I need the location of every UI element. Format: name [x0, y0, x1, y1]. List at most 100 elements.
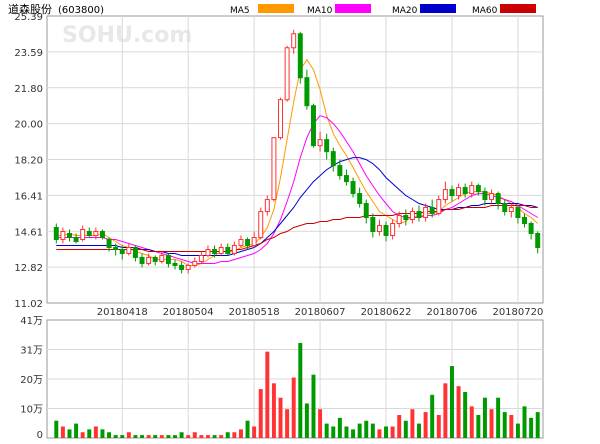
- volume-bar: [166, 435, 171, 438]
- candle: [192, 257, 198, 268]
- candle-body: [258, 211, 264, 238]
- candle: [231, 241, 237, 256]
- volume-bar: [344, 426, 349, 438]
- volume-bar: [225, 432, 230, 438]
- volume-bar: [522, 406, 527, 438]
- candle-body: [304, 77, 310, 107]
- candle-body: [482, 191, 488, 201]
- candle-body: [324, 139, 330, 153]
- candle-body: [80, 229, 86, 240]
- candle: [363, 199, 369, 224]
- candle: [370, 213, 376, 238]
- price-tick-label: 12.82: [14, 263, 43, 274]
- candle: [284, 45, 290, 102]
- date-tick-label: 20180622: [361, 307, 412, 318]
- candle-body: [284, 47, 290, 101]
- candle-body: [297, 33, 303, 79]
- volume-bar: [324, 423, 329, 438]
- candle: [330, 147, 336, 172]
- candle-body: [264, 199, 270, 213]
- volume-bar: [390, 426, 395, 438]
- volume-bar: [245, 420, 250, 438]
- volume-bar: [146, 435, 151, 438]
- date-tick-label: 20180418: [97, 307, 148, 318]
- candle: [495, 191, 501, 210]
- candle-body: [317, 139, 323, 147]
- candle: [482, 187, 488, 206]
- candle: [337, 159, 343, 180]
- volume-bar: [515, 423, 520, 438]
- price-tick-label: 14.61: [14, 227, 43, 238]
- volume-bar: [133, 435, 138, 438]
- candle-body: [251, 236, 257, 246]
- legend-swatch-ma10: [335, 4, 371, 13]
- date-tick-label: 20180518: [229, 307, 280, 318]
- volume-bar: [238, 429, 243, 438]
- price-tick-label: 11.02: [14, 299, 43, 310]
- candle-body: [429, 207, 435, 215]
- candle: [304, 69, 310, 110]
- candle: [535, 231, 541, 254]
- candle: [99, 229, 105, 240]
- ma-line-ma5: [56, 58, 539, 266]
- volume-bar: [179, 432, 184, 438]
- volume-bar: [449, 366, 454, 438]
- volume-tick-label: 31万: [20, 346, 43, 357]
- candlesticks: [53, 29, 541, 274]
- candle-body: [416, 211, 422, 219]
- legend-label-ma5: MA5: [230, 6, 250, 16]
- volume-bar: [252, 426, 257, 438]
- volume-bar: [54, 420, 59, 438]
- candle-body: [73, 236, 79, 242]
- candle-body: [409, 211, 415, 221]
- candle-body: [238, 238, 244, 246]
- volume-bar: [291, 377, 296, 438]
- volume-bar: [304, 403, 309, 438]
- volume-bar: [417, 423, 421, 438]
- candle-body: [218, 246, 224, 254]
- volume-bar: [192, 432, 197, 438]
- volume-bar: [496, 397, 501, 438]
- candle: [423, 203, 429, 222]
- candle: [475, 183, 481, 196]
- volume-bar: [126, 432, 131, 438]
- ma-line-ma20: [56, 157, 538, 256]
- volume-bar: [502, 412, 507, 438]
- candle: [271, 137, 277, 202]
- candle: [73, 233, 79, 244]
- volume-bar: [318, 409, 323, 438]
- candle: [515, 205, 521, 224]
- volume-axis: 41万 31万 20万 10万 0: [20, 316, 43, 441]
- date-tick-label: 20180607: [295, 307, 346, 318]
- volume-bar: [278, 397, 283, 438]
- candle: [172, 259, 178, 270]
- candle: [119, 245, 125, 260]
- volume-bar: [384, 426, 389, 438]
- candle-body: [291, 33, 297, 49]
- candle-body: [60, 230, 66, 240]
- volume-bar: [443, 383, 448, 438]
- candle-body: [403, 215, 409, 221]
- candle-body: [376, 225, 382, 232]
- candle: [245, 237, 251, 250]
- candle-body: [205, 248, 211, 256]
- candle-body: [456, 187, 462, 197]
- candle: [291, 29, 297, 54]
- candle-body: [159, 254, 165, 262]
- volume-bar: [199, 435, 204, 438]
- price-axis: 25.39 23.59 21.80 20.00 18.20 16.41 14.61 12.82…: [14, 12, 43, 310]
- candle: [324, 133, 330, 160]
- candle-body: [165, 254, 171, 264]
- candle: [343, 169, 349, 186]
- volume-bar: [60, 426, 65, 438]
- candle-body: [449, 189, 455, 197]
- candle: [126, 243, 132, 256]
- candle: [442, 181, 448, 204]
- candle-body: [86, 230, 92, 236]
- candle: [218, 243, 224, 256]
- candle-body: [436, 199, 442, 215]
- candle: [86, 227, 92, 238]
- volume-bar: [311, 374, 316, 438]
- candle-body: [442, 189, 448, 201]
